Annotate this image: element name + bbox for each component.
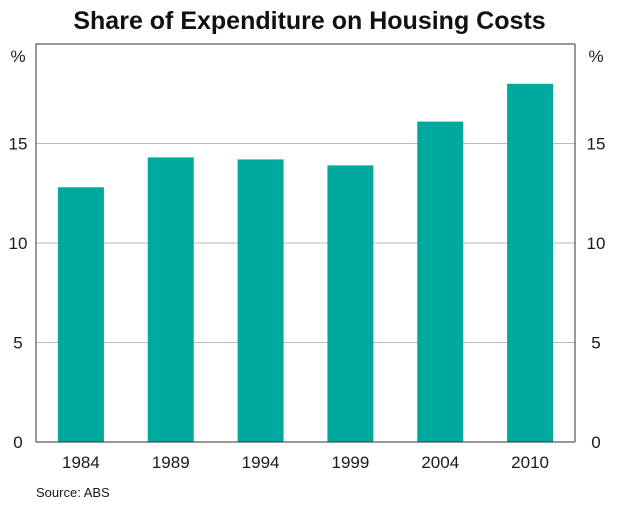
tick-labels: 0 0 5 5 10 10 15 15 1984 1989 1994 1999 2004 2010	[9, 135, 606, 473]
y-tick-label-right: 0	[591, 433, 600, 452]
y-tick-label-left: 5	[13, 334, 22, 353]
bar-1984	[57, 187, 104, 442]
y-tick-label-right: 5	[591, 334, 600, 353]
bars	[57, 83, 554, 443]
bar-1999	[327, 165, 374, 442]
bar-1989	[147, 157, 194, 442]
chart-title: Share of Expenditure on Housing Costs	[73, 7, 545, 35]
bar-2010	[507, 83, 554, 443]
axes	[35, 43, 576, 443]
left-axis-unit: %	[10, 47, 25, 66]
x-tick-label: 1984	[62, 453, 100, 472]
x-tick-label: 1994	[242, 453, 280, 472]
x-tick-label: 2004	[421, 453, 459, 472]
y-tick-label-right: 15	[587, 135, 606, 154]
y-tick-label-left: 10	[9, 234, 28, 253]
bar-1994	[237, 159, 284, 443]
x-tick-label: 1999	[332, 453, 370, 472]
y-tick-label-left: 15	[9, 135, 28, 154]
x-tick-label: 1989	[152, 453, 190, 472]
y-tick-label-right: 10	[587, 234, 606, 253]
gridlines	[36, 143, 575, 343]
right-axis-unit: %	[588, 47, 603, 66]
y-tick-label-left: 0	[13, 433, 22, 452]
bar-2004	[417, 121, 464, 443]
source-note: Source: ABS	[36, 485, 110, 500]
x-tick-label: 2010	[511, 453, 549, 472]
